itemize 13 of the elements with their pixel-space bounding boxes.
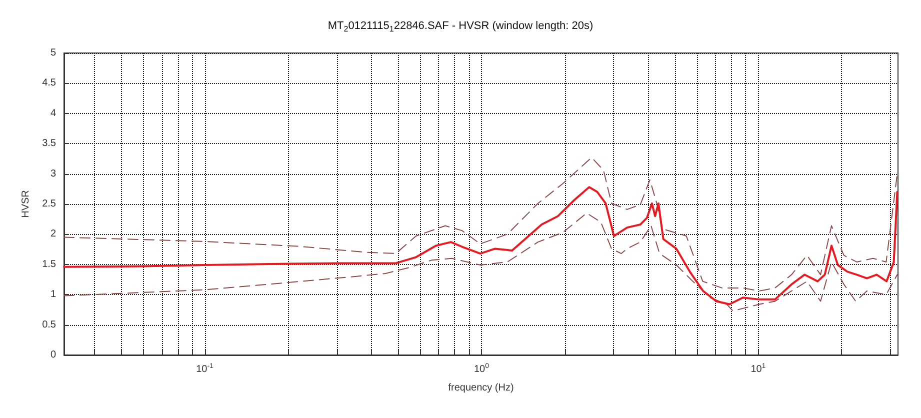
y-tick-label: 3.5	[42, 138, 56, 150]
y-tick-label: 0.5	[42, 319, 56, 330]
y-tick-label: 5	[50, 48, 56, 58]
y-tick-label: 3	[50, 168, 56, 180]
y-tick-label: 1	[50, 289, 56, 300]
y-tick-label: 4.5	[42, 78, 56, 89]
y-tick-label: 4	[50, 108, 56, 119]
y-tick-label: 2.5	[42, 198, 56, 210]
y-tick-label: 2	[50, 228, 56, 240]
y-tick-label: 1.5	[42, 258, 56, 270]
y-tick-label: 0	[50, 350, 56, 360]
x-axis-title: frequency (Hz)	[448, 382, 514, 394]
y-axis-title: HVSR	[20, 190, 32, 218]
